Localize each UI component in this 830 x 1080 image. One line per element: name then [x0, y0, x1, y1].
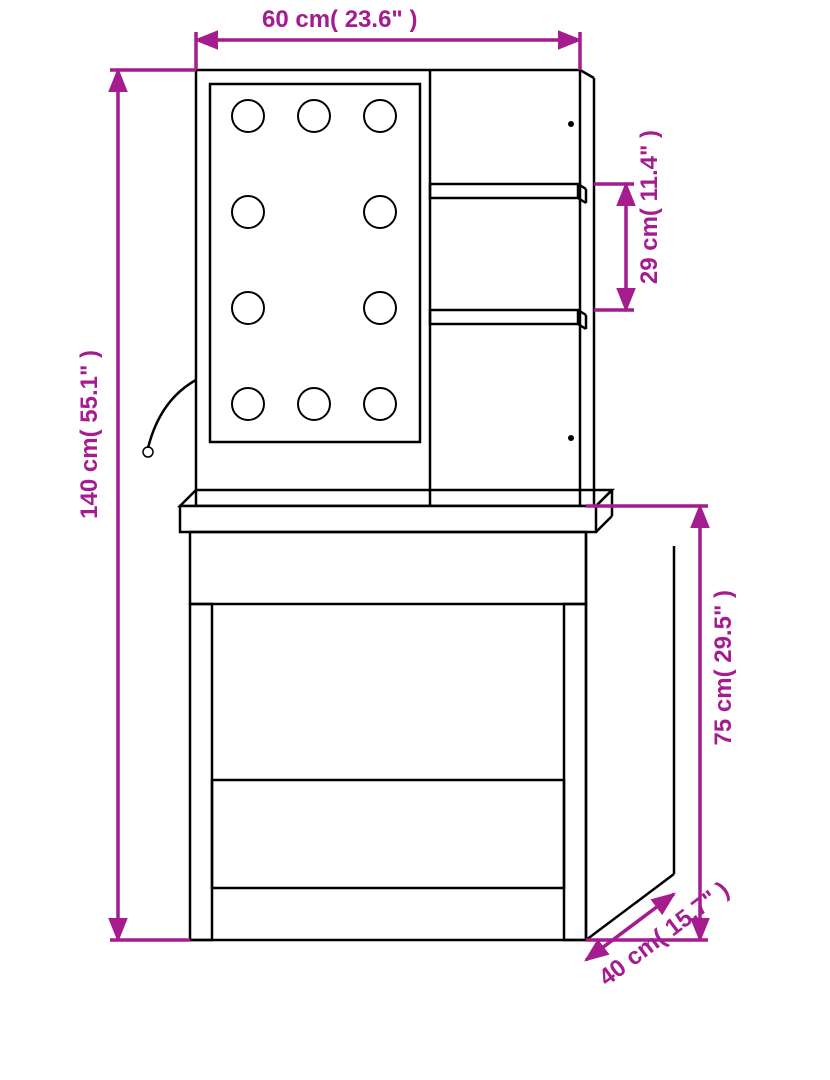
dim-shelf-height: 29 cm( 11.4" ) [636, 130, 664, 284]
dim-table-height: 75 cm( 29.5" ) [710, 590, 738, 745]
dim-width-top: 60 cm( 23.6" ) [262, 6, 417, 34]
dim-height-total: 140 cm( 55.1" ) [76, 350, 104, 519]
